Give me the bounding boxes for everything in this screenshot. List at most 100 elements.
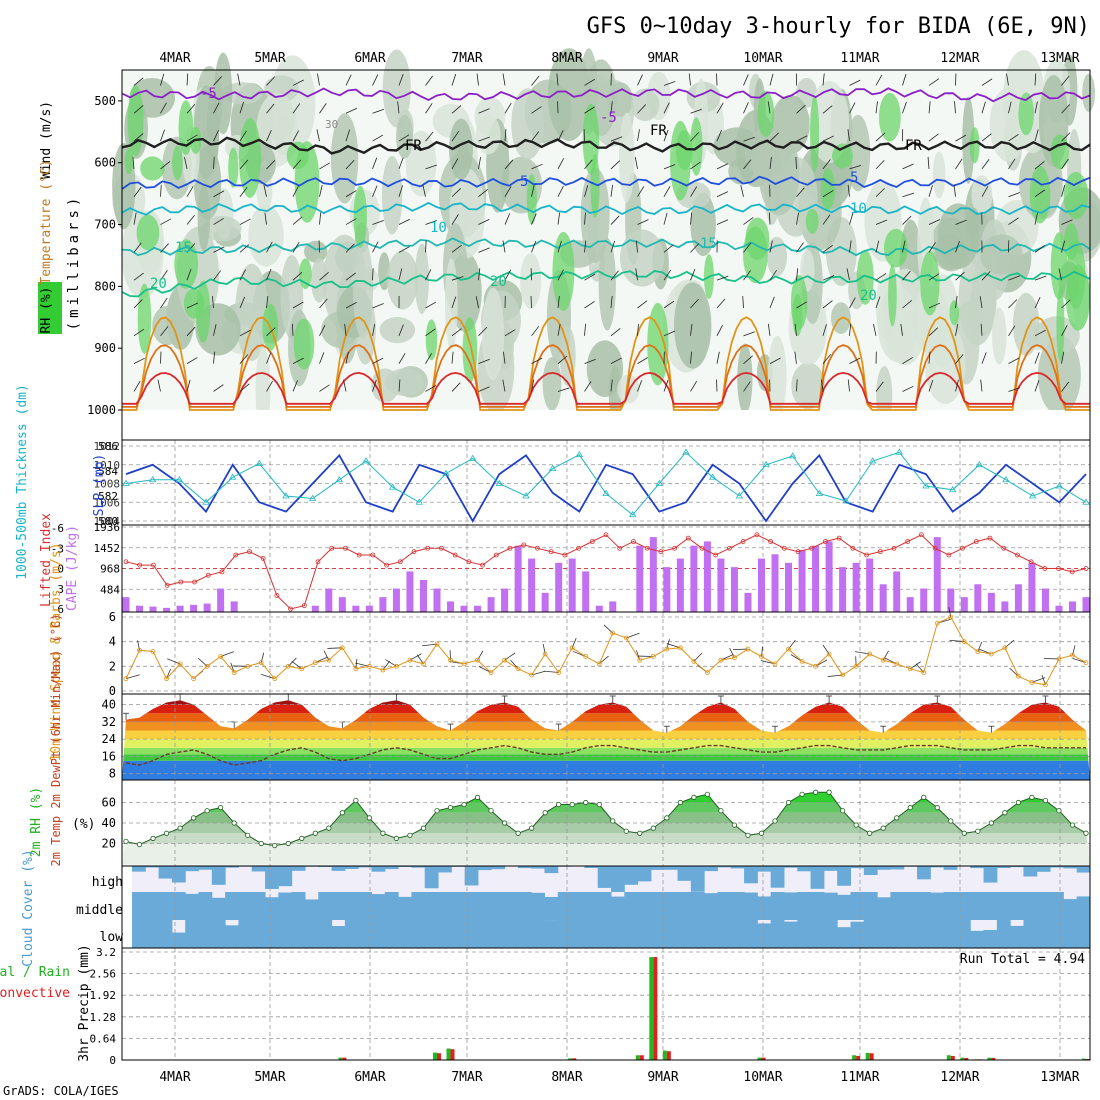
cape-bar-57 [893, 571, 901, 612]
thickness-point [762, 460, 770, 468]
temp-tick-1: 16 [102, 749, 116, 763]
wind-barb [716, 102, 724, 114]
wind-barb [531, 357, 543, 364]
rh-point [718, 808, 724, 814]
wind-barb [345, 218, 357, 225]
rh-moist [172, 145, 183, 181]
wind-barb [132, 156, 135, 169]
wind-barb [796, 379, 798, 392]
precip-labels: 3hr Precip (mm) Total / Rain Convective … [0, 944, 1085, 1061]
cloud-high-45 [730, 866, 745, 869]
cape-bar-54 [852, 562, 860, 612]
wind-barb [266, 352, 272, 364]
wind-barb [928, 302, 941, 309]
rh-shade [618, 112, 635, 203]
cloud-low-71 [1076, 920, 1091, 948]
wind-point [894, 661, 900, 667]
wind-barb [637, 129, 640, 142]
cloud-mid-13 [304, 899, 319, 920]
cloud-high-69 [1050, 866, 1064, 868]
rh-point [163, 830, 170, 836]
precip-tick-1: 0.64 [90, 1032, 117, 1045]
rh-point [204, 808, 210, 814]
wind-point [380, 667, 386, 673]
cloud-high-25 [464, 866, 479, 886]
cape-bar-24 [447, 601, 455, 612]
rh-point [407, 832, 413, 838]
wind-barb [213, 351, 216, 364]
cape-bar-71 [1082, 597, 1090, 612]
li-point [301, 603, 307, 609]
cloud-low-68 [1036, 920, 1051, 948]
cloud-high-49 [783, 866, 798, 868]
rh-shade [482, 287, 504, 381]
wind-barb [212, 296, 214, 309]
wind-barb [186, 243, 196, 253]
wind-barb [557, 158, 565, 170]
precip-conv-bar-55 [869, 1053, 874, 1060]
li-point [192, 579, 197, 585]
wind-barb [928, 133, 939, 142]
wind-barb [796, 301, 807, 309]
wind-barb [743, 102, 749, 114]
rh-shade [542, 357, 562, 411]
wind-barb [1061, 325, 1068, 337]
wind-barb [902, 357, 913, 364]
rh-moist [689, 117, 703, 176]
thickness-point [1028, 492, 1037, 499]
wind-barb [478, 108, 490, 114]
cape-labels: Lifted Index CAPE (J/kg) [39, 513, 80, 611]
rh-point [1029, 794, 1035, 800]
li-point [864, 552, 869, 558]
cloud-high-57 [890, 866, 905, 870]
wind-barb [690, 380, 698, 392]
wind-barb [319, 103, 327, 114]
wind-barb [160, 184, 162, 197]
rh-moist [136, 214, 160, 251]
li-point [987, 535, 993, 541]
wind-barb [478, 247, 490, 253]
thickness-point [228, 473, 237, 480]
wind-barb [981, 133, 992, 142]
li-point [1028, 559, 1034, 565]
cloud-high-36 [611, 866, 625, 892]
wind-point [421, 661, 426, 667]
li-point [288, 606, 293, 612]
cloud-low-51 [810, 920, 825, 948]
cape-bar-58 [906, 597, 914, 612]
wind-barb [398, 353, 406, 364]
wind-point [326, 657, 332, 663]
li-point [562, 552, 568, 558]
wind-barb [873, 324, 877, 336]
cape-bar-56 [879, 584, 887, 612]
cloud-mid-41 [677, 892, 692, 920]
isotherm-label-8: 10 [850, 201, 867, 217]
wind-point [542, 651, 548, 657]
wind-point [191, 676, 197, 682]
cloud-mid-14 [318, 892, 333, 920]
wind-barb [902, 215, 912, 225]
thick-tick-0: 580 [98, 515, 118, 528]
rh-shade [353, 240, 374, 339]
wind-barb [1061, 75, 1070, 86]
wind-barb [160, 326, 169, 337]
li-point [795, 549, 801, 555]
cloud-mid-64 [983, 892, 998, 920]
wind-barb [451, 382, 461, 392]
wind-barb [902, 385, 914, 392]
li-point [1001, 545, 1007, 551]
wind-point [150, 649, 156, 654]
wind-barb [796, 187, 805, 197]
cloud-mid-52 [823, 892, 838, 920]
slp-tick-1: 1006 [94, 496, 121, 509]
cloud-mid-1 [145, 892, 160, 920]
cloud-mid-27 [491, 892, 506, 920]
cloud-low-13 [304, 920, 319, 948]
li-point [493, 552, 499, 558]
wind-point [691, 659, 697, 664]
wind-barb [372, 74, 379, 86]
wind-barb [743, 74, 749, 86]
wind-barb [133, 328, 145, 337]
date-label-bottom-5: 9MAR [647, 1070, 678, 1085]
cloud-low-7 [225, 925, 239, 948]
